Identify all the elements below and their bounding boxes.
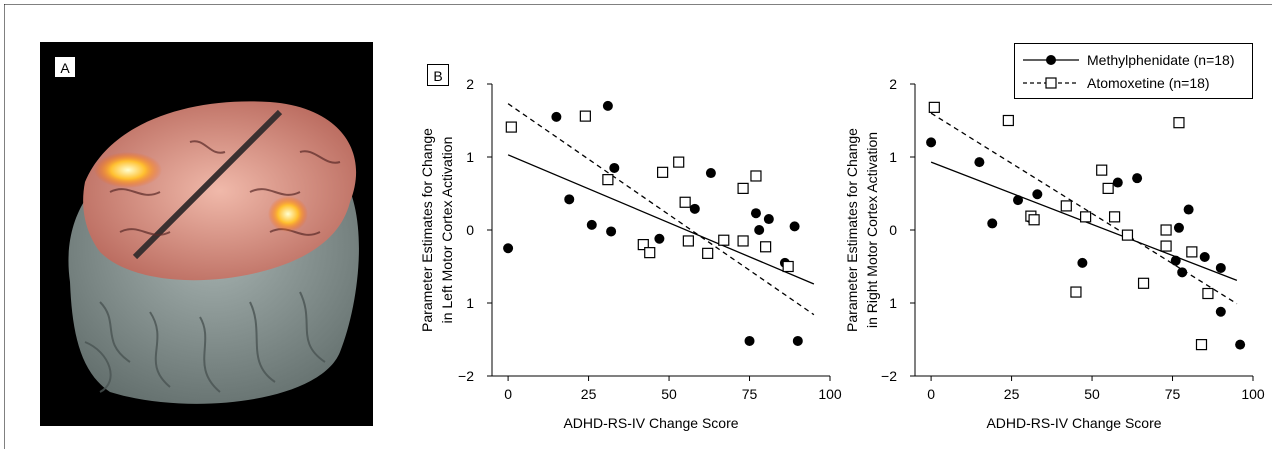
- legend: Methylphenidate (n=18) Atomoxetine (n=18…: [1014, 43, 1253, 99]
- legend-label-methylphenidate: Methylphenidate (n=18): [1087, 52, 1235, 68]
- legend-entry-atomoxetine: Atomoxetine (n=18): [1015, 72, 1252, 94]
- legend-entry-methylphenidate: Methylphenidate (n=18): [1015, 49, 1252, 71]
- brain-image-panel: A: [40, 42, 373, 426]
- brain-render-illustration: [68, 101, 359, 404]
- panel-a-label: A: [54, 56, 76, 78]
- legend-swatch-filled-circle: [1023, 55, 1079, 65]
- legend-swatch-open-square: [1023, 77, 1079, 89]
- legend-label-atomoxetine: Atomoxetine (n=18): [1087, 75, 1210, 91]
- panel-b-label: B: [427, 64, 449, 86]
